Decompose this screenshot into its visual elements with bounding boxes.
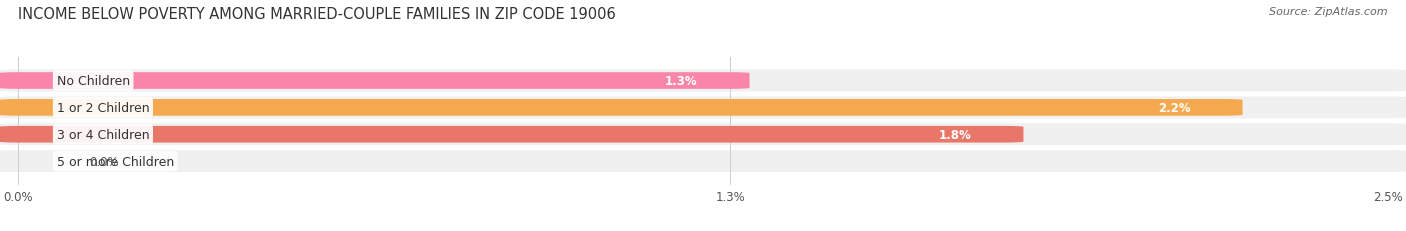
- FancyBboxPatch shape: [0, 100, 1243, 116]
- FancyBboxPatch shape: [0, 124, 1406, 146]
- Text: INCOME BELOW POVERTY AMONG MARRIED-COUPLE FAMILIES IN ZIP CODE 19006: INCOME BELOW POVERTY AMONG MARRIED-COUPL…: [18, 7, 616, 22]
- Text: 1.8%: 1.8%: [939, 128, 972, 141]
- Text: 0.0%: 0.0%: [90, 155, 120, 168]
- Text: 1.3%: 1.3%: [665, 75, 697, 88]
- Text: Source: ZipAtlas.com: Source: ZipAtlas.com: [1270, 7, 1388, 17]
- FancyBboxPatch shape: [0, 97, 1406, 119]
- FancyBboxPatch shape: [0, 70, 1406, 92]
- Text: 1 or 2 Children: 1 or 2 Children: [56, 101, 149, 114]
- Text: 3 or 4 Children: 3 or 4 Children: [56, 128, 149, 141]
- Text: No Children: No Children: [56, 75, 129, 88]
- FancyBboxPatch shape: [0, 150, 1406, 172]
- FancyBboxPatch shape: [0, 126, 1024, 143]
- FancyBboxPatch shape: [0, 73, 749, 89]
- Text: 2.2%: 2.2%: [1159, 101, 1191, 114]
- Text: 5 or more Children: 5 or more Children: [56, 155, 174, 168]
